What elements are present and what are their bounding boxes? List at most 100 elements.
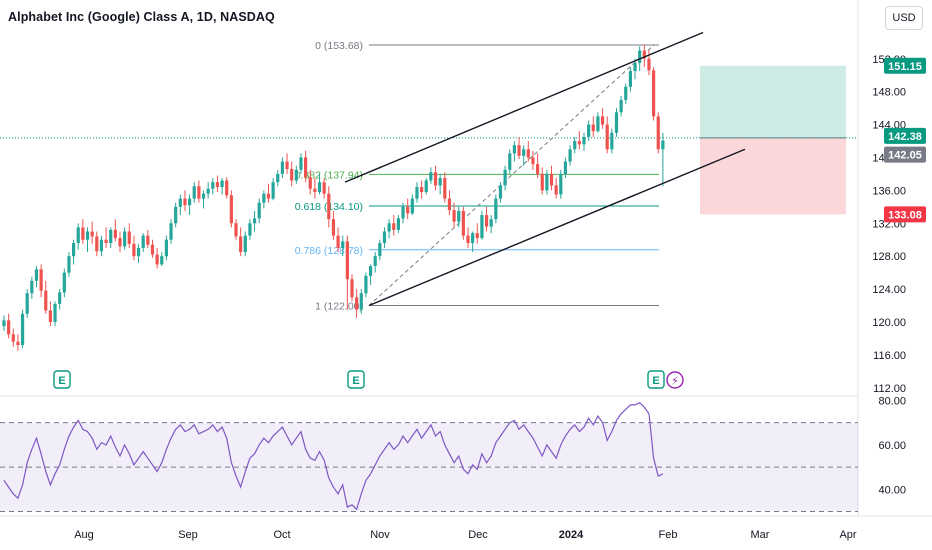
- currency-button[interactable]: USD: [885, 6, 923, 30]
- candle-body: [531, 157, 535, 165]
- candle-body: [433, 172, 438, 186]
- candle-body: [549, 173, 554, 186]
- candle-body: [178, 198, 182, 207]
- candle-body: [406, 206, 410, 214]
- candle-body: [44, 290, 48, 311]
- candle-body: [127, 231, 131, 244]
- candle-body: [30, 280, 34, 294]
- candle-body: [2, 320, 6, 327]
- time-tick-label: Feb: [659, 529, 678, 541]
- candle-body: [174, 206, 178, 224]
- fib-level-label-0: 0 (153.68): [315, 40, 363, 52]
- candle-body: [220, 180, 224, 188]
- candle-body: [104, 239, 108, 244]
- candle-body: [638, 50, 642, 63]
- candle-body: [424, 180, 428, 193]
- candlestick-series: [2, 44, 665, 351]
- candle-body: [359, 293, 363, 310]
- price-label-text: 142.05: [888, 150, 922, 162]
- price-label-badge: [884, 127, 926, 144]
- event-markers[interactable]: E E E ⚡: [53, 370, 684, 389]
- candle-body: [20, 313, 25, 346]
- candle-body: [239, 236, 243, 253]
- candle-body: [378, 243, 382, 257]
- candle-body: [243, 235, 247, 253]
- price-label-text: 133.08: [888, 209, 922, 221]
- candle-body: [624, 86, 628, 100]
- candle-body: [132, 243, 136, 257]
- candle-body: [614, 112, 619, 133]
- rsi-line: [3, 401, 664, 511]
- candle-body: [211, 182, 215, 189]
- candle-body: [605, 124, 609, 150]
- rsi-tick-label: 40.00: [878, 484, 906, 496]
- candle-body: [81, 227, 85, 240]
- candle-body: [118, 238, 122, 247]
- price-label-badge: [884, 206, 926, 223]
- position-stop-zone: [700, 137, 846, 215]
- candle-body: [164, 239, 168, 257]
- channel-lower-line: [368, 148, 746, 307]
- candle-body: [280, 161, 284, 174]
- candle-body: [345, 241, 349, 280]
- price-axis[interactable]: 112.00116.00120.00124.00128.00132.00136.…: [872, 54, 926, 497]
- candle-body: [123, 231, 127, 247]
- price-tick-label: 136.00: [872, 185, 906, 197]
- price-tick-label: 120.00: [872, 317, 906, 329]
- candle-body: [313, 188, 317, 193]
- candle-body: [294, 169, 298, 181]
- time-tick-label: 2024: [559, 529, 584, 541]
- candle-body: [466, 235, 470, 244]
- rsi-tick-label: 80.00: [878, 395, 906, 407]
- parallel-channel[interactable]: [344, 31, 746, 307]
- candle-body: [290, 168, 294, 181]
- candle-body: [452, 210, 456, 222]
- price-tick-label: 116.00: [873, 350, 906, 362]
- candle-body: [95, 236, 99, 252]
- fib-level-label-4: 1 (122.00): [315, 301, 363, 313]
- time-tick-label: Aug: [74, 529, 94, 541]
- candle-body: [503, 169, 507, 186]
- fibonacci-retracement[interactable]: 0 (153.68)0.382 (137.94)0.618 (134.10)0.…: [295, 40, 659, 313]
- rsi-tick-label: 60.00: [878, 440, 906, 452]
- candle-body: [410, 198, 414, 214]
- candle-body: [494, 198, 498, 220]
- candle-body: [355, 297, 359, 310]
- earnings-icon-glyph: E: [58, 375, 65, 387]
- price-label-text: 142.38: [888, 131, 922, 143]
- candle-body: [647, 58, 651, 71]
- candle-body: [109, 229, 113, 244]
- candle-body: [652, 70, 656, 117]
- price-grid: [0, 0, 932, 517]
- dividend-bolt-icon-glyph: ⚡: [671, 376, 679, 388]
- candle-body: [197, 186, 201, 199]
- candle-body: [429, 172, 433, 181]
- candle-body: [39, 269, 43, 291]
- candle-body: [480, 215, 484, 239]
- earnings-icon: [53, 370, 71, 389]
- candle-body: [90, 231, 94, 237]
- time-axis[interactable]: Aug Sep Oct Nov Dec 2024 Feb Mar Apr: [74, 529, 857, 541]
- candle-body: [99, 239, 104, 252]
- candle-body: [317, 182, 322, 193]
- candle-body: [322, 182, 326, 194]
- price-tick-label: 128.00: [872, 251, 906, 263]
- candle-body: [25, 293, 29, 314]
- candle-body: [447, 198, 452, 211]
- candle-body: [67, 256, 71, 273]
- long-position-tool[interactable]: [0, 65, 858, 215]
- price-label-text: 151.15: [888, 61, 922, 73]
- candle-body: [72, 243, 76, 257]
- candle-body: [582, 136, 586, 145]
- candle-body: [498, 185, 503, 199]
- candle-body: [336, 235, 340, 248]
- time-tick-label: Sep: [178, 529, 198, 541]
- candle-body: [304, 157, 308, 178]
- candle-body: [183, 198, 187, 206]
- candle-body: [229, 195, 233, 224]
- rsi-background: [0, 422, 858, 513]
- candle-body: [58, 292, 62, 304]
- candle-body: [619, 99, 623, 113]
- candle-body: [484, 215, 489, 227]
